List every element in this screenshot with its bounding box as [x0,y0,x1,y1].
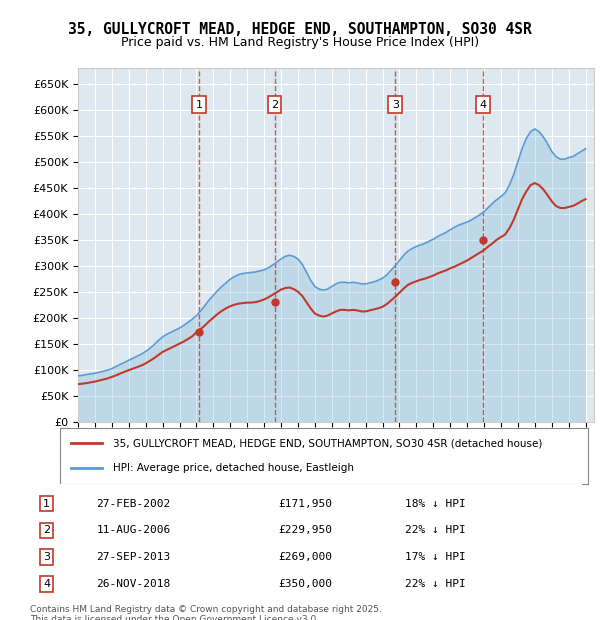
Text: 2: 2 [43,526,50,536]
Text: HPI: Average price, detached house, Eastleigh: HPI: Average price, detached house, East… [113,463,354,473]
Text: 22% ↓ HPI: 22% ↓ HPI [406,526,466,536]
Text: £171,950: £171,950 [278,498,332,508]
Text: 35, GULLYCROFT MEAD, HEDGE END, SOUTHAMPTON, SO30 4SR: 35, GULLYCROFT MEAD, HEDGE END, SOUTHAMP… [68,22,532,37]
Text: 1: 1 [43,498,50,508]
Text: 26-NOV-2018: 26-NOV-2018 [96,579,170,589]
Text: 4: 4 [479,100,486,110]
Text: 27-FEB-2002: 27-FEB-2002 [96,498,170,508]
Text: 17% ↓ HPI: 17% ↓ HPI [406,552,466,562]
Text: 1: 1 [196,100,202,110]
Text: £350,000: £350,000 [278,579,332,589]
Text: 22% ↓ HPI: 22% ↓ HPI [406,579,466,589]
Text: 3: 3 [43,552,50,562]
Text: Price paid vs. HM Land Registry's House Price Index (HPI): Price paid vs. HM Land Registry's House … [121,36,479,49]
Text: 18% ↓ HPI: 18% ↓ HPI [406,498,466,508]
Text: Contains HM Land Registry data © Crown copyright and database right 2025.
This d: Contains HM Land Registry data © Crown c… [30,604,382,620]
Text: 27-SEP-2013: 27-SEP-2013 [96,552,170,562]
Text: 2: 2 [271,100,278,110]
Text: 4: 4 [43,579,50,589]
Text: 35, GULLYCROFT MEAD, HEDGE END, SOUTHAMPTON, SO30 4SR (detached house): 35, GULLYCROFT MEAD, HEDGE END, SOUTHAMP… [113,438,542,448]
Text: £269,000: £269,000 [278,552,332,562]
Text: £229,950: £229,950 [278,526,332,536]
Text: 3: 3 [392,100,399,110]
Text: 11-AUG-2006: 11-AUG-2006 [96,526,170,536]
